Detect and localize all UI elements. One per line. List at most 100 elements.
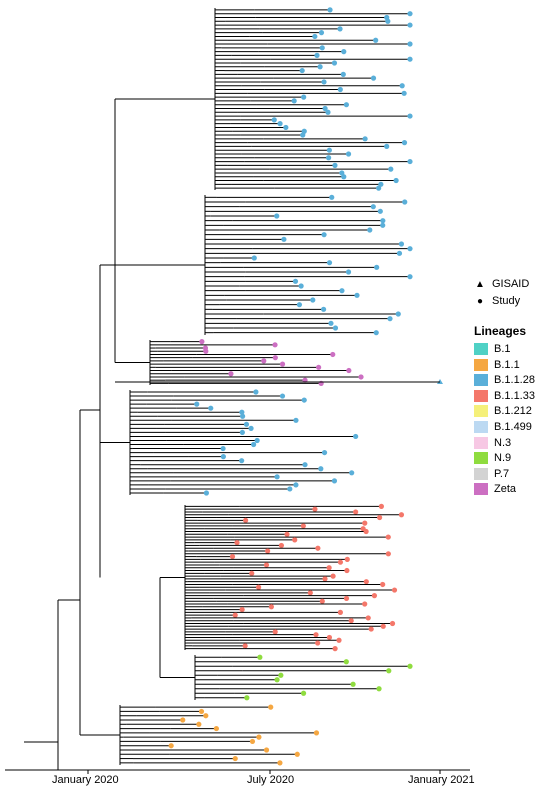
tip-point [293, 482, 299, 488]
legend-study: ● Study [474, 294, 520, 308]
tip-point [278, 672, 284, 678]
tip-point [255, 584, 262, 590]
lineage-swatch [474, 389, 488, 402]
tip-point [380, 581, 386, 588]
tip-point [380, 218, 386, 224]
tip-point [293, 417, 299, 423]
tip-point [370, 75, 377, 81]
tip-point [315, 545, 321, 551]
tip-point [243, 421, 250, 427]
tip-point [380, 623, 386, 629]
lineage-swatch [474, 436, 488, 449]
tip-point [272, 355, 278, 361]
tip-point [332, 646, 338, 652]
tip-point [274, 677, 280, 683]
tip-point [263, 562, 270, 568]
tip-point [313, 730, 320, 736]
tip-point [301, 94, 307, 100]
lineage-label: B.1.1 [494, 358, 520, 371]
tip-point [196, 721, 202, 727]
tip-point [377, 514, 383, 521]
tip-point [343, 659, 349, 665]
tip-point [398, 241, 405, 247]
lineage-swatch [474, 483, 488, 496]
tip-point [274, 474, 280, 480]
tip-point [239, 606, 245, 613]
lineage-legend-item: N.3 [474, 436, 511, 450]
tip-point [320, 306, 327, 312]
tip-point [284, 531, 290, 537]
tip-point [243, 517, 249, 523]
tip-point [329, 194, 335, 200]
tip-point [396, 250, 403, 256]
tip-point [344, 567, 350, 574]
tip-point [365, 615, 371, 621]
lineage-label: P.7 [494, 467, 510, 480]
legend-gisaid-label: GISAID [492, 278, 530, 290]
tip-point [302, 462, 308, 468]
tip-point [393, 177, 399, 184]
tip-point [344, 556, 350, 562]
tip-point [353, 509, 359, 515]
tip-point [272, 629, 278, 635]
tip-point [321, 232, 327, 238]
tip-point [385, 551, 391, 557]
tip-point [283, 124, 289, 131]
tip-point [349, 470, 355, 476]
lineage-swatch [474, 343, 488, 355]
tip-point [353, 433, 359, 440]
tip-point [322, 105, 328, 112]
tip-point [370, 204, 376, 210]
tip-point [368, 626, 374, 632]
tip-point [343, 595, 350, 602]
tip-point [274, 213, 280, 219]
tip-point [287, 486, 293, 492]
tip-point [213, 725, 219, 732]
lineage-legend-item: N.9 [474, 451, 511, 465]
tip-point [300, 690, 307, 696]
lineage-legend-item: P.7 [474, 467, 509, 481]
tip-point [407, 22, 413, 28]
tip-point [242, 643, 248, 649]
tip-point [380, 222, 386, 228]
tip-point [249, 738, 256, 745]
tip-point [345, 269, 352, 275]
tip-point [327, 7, 333, 13]
tip-point [244, 695, 250, 701]
legend-study-label: Study [492, 295, 521, 307]
lineage-label: N.9 [494, 452, 512, 465]
axis-tick-jan-2021: January 2021 [408, 774, 475, 786]
tip-point [389, 620, 396, 627]
tip-point [310, 297, 316, 303]
tip-point [198, 708, 205, 715]
tip-point [407, 41, 413, 47]
tip-point [314, 52, 320, 58]
tip-point [322, 576, 328, 582]
lineage-legend-item: B.1.1.33 [474, 389, 535, 403]
lineage-legend-item: B.1.499 [474, 420, 532, 434]
tip-point [239, 413, 246, 419]
tip-point [300, 132, 306, 138]
tip-point [371, 593, 378, 599]
tip-point [229, 553, 236, 560]
lineage-label: B.1.212 [494, 405, 532, 418]
tip-point [271, 117, 277, 123]
tip-point [298, 283, 304, 289]
legend-gisaid: ▲ GISAID [474, 277, 529, 291]
tip-point [203, 348, 209, 354]
lineage-swatch [474, 421, 488, 433]
tip-point [330, 351, 336, 358]
lineage-label: N.3 [494, 436, 512, 449]
tip-point [180, 717, 186, 723]
tip-point [385, 18, 391, 24]
tip-point [373, 330, 379, 336]
tip-point [301, 397, 307, 403]
tip-point [337, 86, 343, 93]
circle-icon: ● [476, 295, 484, 307]
lineage-legend-item: B.1.212 [474, 404, 532, 418]
tip-point [239, 409, 245, 415]
tip-point [239, 458, 245, 464]
tip-point [168, 743, 174, 749]
tip-point [291, 98, 297, 104]
